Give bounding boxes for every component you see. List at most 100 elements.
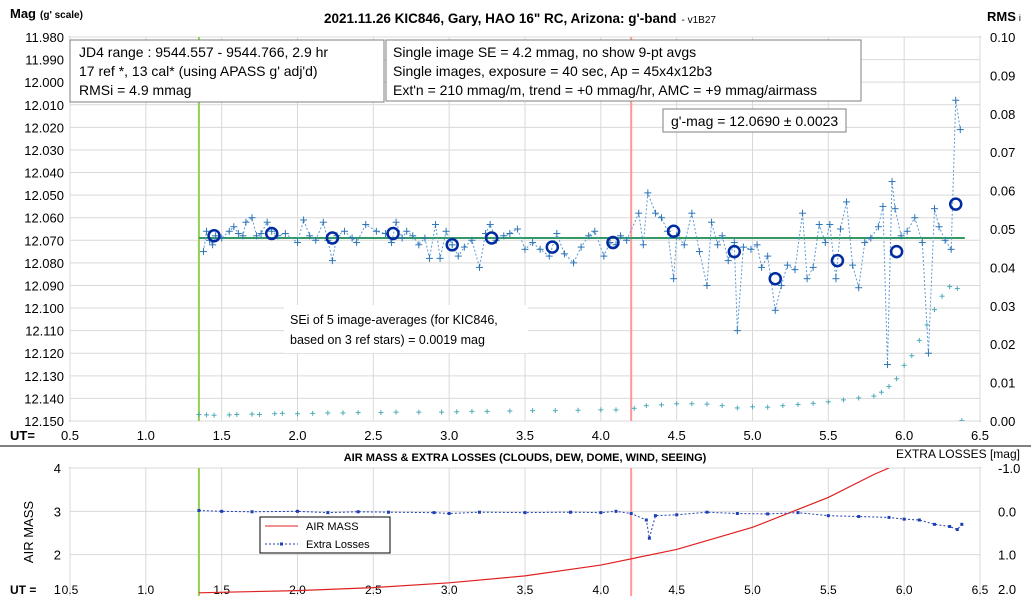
extra-losses-point	[296, 509, 299, 513]
average-point	[889, 244, 904, 259]
bottom-y2-tick-labels: -1.0 0.0 1.0 2.0	[998, 461, 1020, 597]
extra-losses-point	[948, 525, 952, 528]
extra-losses-point	[887, 515, 891, 519]
average-point	[768, 271, 782, 286]
extra-losses-point	[599, 511, 603, 515]
extra-losses-point	[432, 511, 436, 515]
bottom-y2-tick-label: -1.0	[998, 461, 1020, 476]
top-y2-tick-label: 0.10	[990, 30, 1015, 45]
bottom-y2-axis-title: EXTRA LOSSES [mag]	[896, 447, 1020, 461]
top-y2-tick-label: 0.01	[990, 376, 1015, 391]
top-x-tick-label: 3.5	[516, 428, 534, 443]
top-y-tick-label: 12.110	[25, 324, 64, 339]
average-point	[484, 231, 499, 245]
extra-losses-point	[653, 514, 657, 518]
bottom-y-tick-label: 2	[54, 548, 61, 563]
bottom-legend: AIR MASS Extra Losses	[259, 516, 391, 554]
top-y-tick-label: 12.120	[24, 346, 64, 361]
bottom-y-tick-labels: 1 2 3 4	[54, 461, 61, 597]
average-point	[606, 235, 620, 250]
extra-losses-point	[387, 510, 390, 514]
average-point	[545, 240, 560, 254]
average-point	[830, 253, 845, 268]
top-y2-tick-label: 0.04	[990, 260, 1015, 275]
extra-losses-series	[197, 508, 964, 540]
bottom-vertical-markers	[197, 468, 633, 598]
bottom-x-tick-label: 0.5	[62, 583, 79, 596]
extra-losses-point	[647, 536, 651, 540]
bottom-chart: 1 2 3 4 -1.0 0.0 1.0 2.0 0.5 1.0 1.5 2.0 2.5 3.0 3.5…	[10, 447, 1020, 599]
bottom-x-tick-label: 6.0	[896, 583, 913, 596]
extra-losses-point	[917, 518, 921, 522]
extra-losses-point	[933, 522, 936, 526]
bottom-y2-tick-label: 2.0	[998, 582, 1016, 596]
air-mass-series	[198, 468, 890, 594]
y-axis-title-main: Mag	[10, 6, 36, 21]
top-y2-tick-label: 0.08	[990, 107, 1015, 122]
info-box-gmag-frame	[662, 108, 847, 133]
extra-losses-point	[326, 511, 330, 515]
extra-losses-point	[960, 522, 964, 526]
top-y2-tick-label: 0.05	[990, 222, 1015, 237]
extra-losses-point	[447, 512, 451, 515]
extra-losses-point	[857, 515, 861, 519]
bottom-x-tick-label: 4.0	[592, 583, 609, 596]
single-image-series	[199, 96, 964, 369]
info-box-gmag: g'-mag = 12.0690 ± 0.0023	[662, 108, 847, 133]
average-point	[264, 226, 279, 241]
extra-losses-point	[826, 514, 830, 518]
top-x-tick-label: 6.5	[971, 428, 989, 443]
air-mass-line	[198, 468, 890, 594]
extra-losses-point	[356, 510, 360, 514]
y-axis-title-sub: (g' scale)	[40, 10, 83, 21]
info-box-sei-bg	[284, 305, 528, 353]
extra-losses-point	[569, 510, 572, 514]
legend-air-mass-label: AIR MASS	[306, 521, 359, 533]
info-settings-line-3: Ext'n = 210 mmag/m, trend = +0 mmag/hr, …	[393, 82, 817, 98]
top-y-tick-label: 12.100	[24, 301, 64, 316]
info-box-settings: Single image SE = 4.2 mmag, no show 9-pt…	[385, 39, 862, 102]
top-x-tick-label: 5.5	[819, 428, 837, 443]
info-box-range: JD4 range : 9544.557 - 9544.766, 2.9 hr …	[69, 39, 385, 103]
average-point	[207, 229, 221, 243]
extra-losses-point	[705, 510, 709, 514]
top-x-tick-label: 1.5	[213, 428, 231, 443]
extra-losses-line	[198, 509, 963, 539]
bottom-x-tick-label: 5.5	[820, 583, 837, 596]
top-chart: 11.980 11.990 12.000 12.010 12.020 12.030 12.0…	[10, 6, 1021, 443]
bottom-x-tick-label: 1.0	[137, 583, 154, 596]
bottom-x-tick-label: 2.5	[365, 583, 382, 596]
top-y-tick-label: 12.060	[24, 211, 64, 226]
top-x-tick-label: 4.0	[592, 428, 610, 443]
extra-losses-point	[675, 513, 679, 517]
bottom-y2-tick-label: 1.0	[998, 548, 1016, 563]
info-range-line-3: RMSi = 4.9 mmag	[79, 82, 191, 98]
y2-axis-title-sub: i	[1019, 13, 1021, 23]
bottom-x-tick-label: 3.5	[517, 583, 534, 596]
bottom-x-tick-label: 6.5	[972, 583, 989, 596]
extra-losses-point	[644, 518, 648, 522]
top-x-tick-label: 0.5	[61, 428, 79, 443]
top-y2-tick-label: 0.06	[990, 184, 1015, 199]
average-point	[386, 226, 400, 241]
top-x-tick-label: 4.5	[668, 428, 686, 443]
bottom-x-tick-label: 4.5	[668, 583, 685, 596]
bottom-x-tick-label: 1.5	[213, 583, 230, 596]
top-x-tick-label: 6.0	[895, 428, 913, 443]
top-y-tick-label: 12.080	[24, 256, 64, 271]
extra-losses-point	[629, 512, 633, 515]
top-y2-tick-label: 0.03	[990, 299, 1015, 314]
bottom-y-axis-title: AIR MASS	[21, 501, 36, 563]
extra-losses-point	[523, 511, 527, 515]
top-y-tick-labels: 11.980 11.990 12.000 12.010 12.020 12.030 12.0…	[24, 30, 64, 429]
top-x-tick-label: 3.0	[440, 428, 458, 443]
top-x-tick-label: 5.0	[743, 428, 761, 443]
sei-line-1: SEi of 5 image-averages (for KIC846,	[290, 313, 498, 327]
bottom-x-axis-label: UT =	[10, 583, 36, 596]
bottom-chart-title: AIR MASS & EXTRA LOSSES (CLOUDS, DEW, DO…	[344, 452, 707, 464]
top-y2-tick-label: 0.00	[990, 414, 1015, 429]
average-point	[948, 197, 963, 211]
legend-frame	[259, 516, 391, 554]
sei-line-2: based on 3 ref stars) = 0.0019 mag	[290, 333, 485, 347]
